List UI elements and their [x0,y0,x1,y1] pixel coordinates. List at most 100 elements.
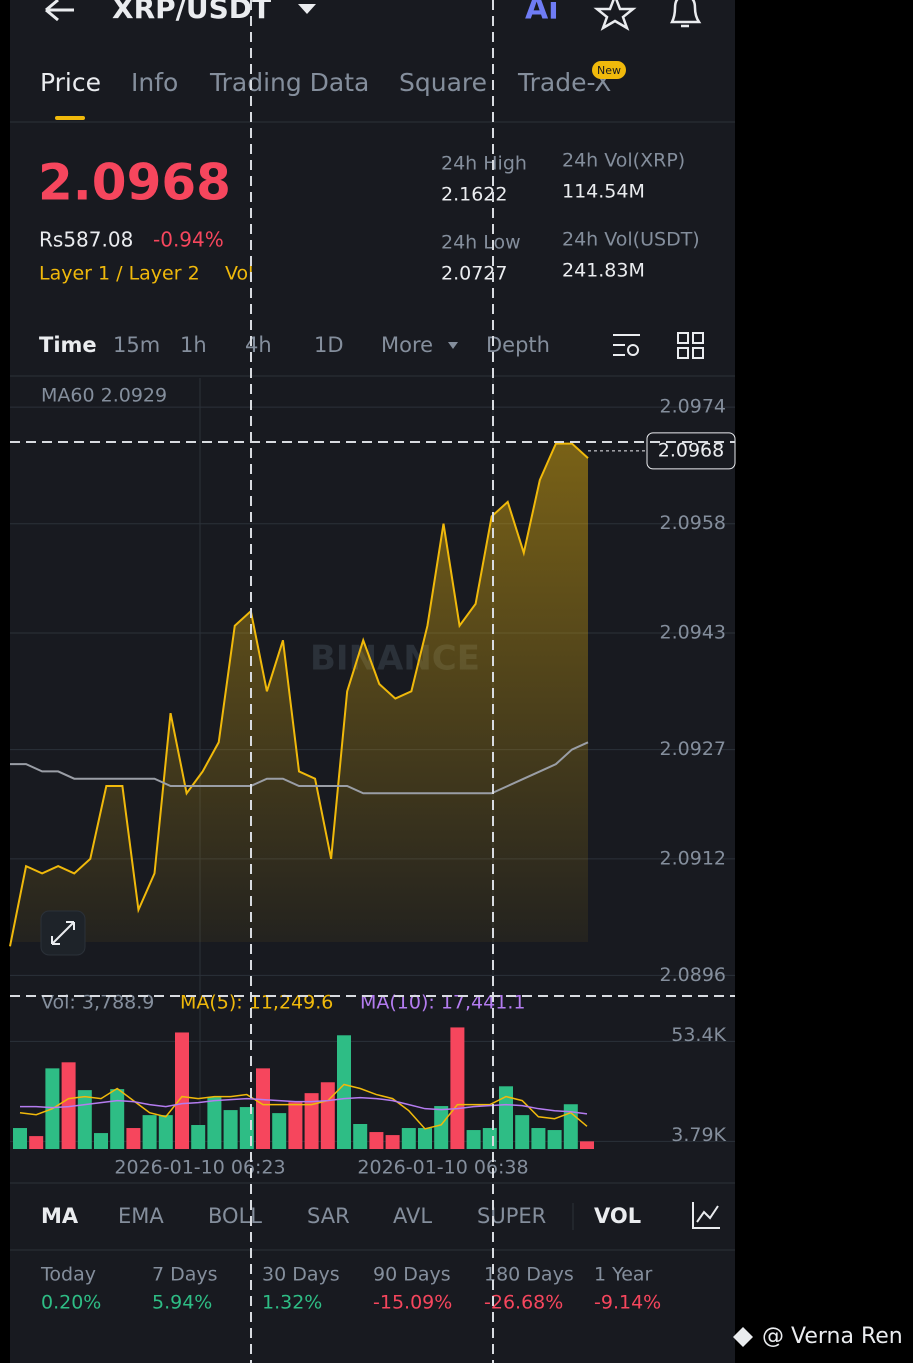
fullscreen-icon [51,921,75,945]
perf-value: -15.09% [373,1292,452,1314]
y-tick-label: 2.0943 [660,622,726,644]
perf-label: 7 Days [152,1264,218,1286]
price-line [9,442,589,947]
volume-bar [142,1115,157,1149]
volume-legend: MA(10): 17,441.1 [360,992,525,1014]
volume-bar [499,1086,513,1149]
y-tick-label: 2.0927 [660,738,726,760]
volume-legend: MA(5): 11,249.6 [180,992,333,1014]
tab[interactable]: Trading Data [209,68,369,97]
interval[interactable]: 4h [245,333,272,357]
layout-icon[interactable] [677,332,704,359]
x-tick-label: 2026-01-10 06:23 [114,1157,285,1179]
y-tick-label: 53.4K [671,1024,726,1046]
perf-value: -26.68% [484,1292,563,1314]
stat-label: 24h High [441,153,527,175]
volume-bar [61,1062,76,1149]
crosshair [10,0,735,1363]
watermark: @ Verna Ren [762,1324,903,1349]
y-tick-label: 2.0958 [660,512,726,534]
volume-bar [191,1125,206,1149]
back-button[interactable] [45,0,74,22]
watermark-logo [733,1327,753,1347]
stat-label: 24h Vol(USDT) [562,229,700,251]
volume-legend: Vol: 3,788.9 [41,992,154,1014]
volume-bar [385,1135,400,1149]
volume-bar [272,1113,287,1149]
volume-bar [369,1132,384,1149]
stat-value: 2.0727 [441,263,507,285]
interval[interactable]: 1h [180,333,207,357]
perf-label: 90 Days [373,1264,451,1286]
perf-value: 5.94% [152,1292,212,1314]
volume-bar [175,1032,189,1149]
volume-bar [353,1124,368,1149]
perf-label: 1 Year [594,1264,653,1286]
volume-bar [94,1133,108,1149]
ai-icon[interactable]: Ai [525,0,559,27]
last-price: 2.0968 [38,154,231,212]
interval[interactable]: Time [39,333,97,357]
stat-value: 2.1622 [441,184,507,206]
volume-bar [482,1128,497,1149]
volume-bar [434,1106,449,1149]
price-area [10,443,588,947]
stat-value: 241.83M [562,260,645,282]
indicator-tab[interactable]: BOLL [208,1204,262,1228]
tags[interactable]: Layer 1 / Layer 2 [39,263,200,285]
indicator-tab[interactable]: VOL [594,1204,641,1228]
fiat-price: Rs587.08 [39,228,133,252]
stat-label: 24h Low [441,232,521,254]
volume-bar [418,1128,432,1149]
perf-label: Today [40,1264,96,1286]
interval[interactable]: More [381,333,433,357]
y-tick-label: 2.0974 [660,396,726,418]
new-badge: New [597,64,621,77]
current-price-label: 2.0968 [658,439,724,461]
volume-bar [110,1089,125,1149]
volume-bar [320,1082,335,1149]
volume-bar [304,1093,319,1149]
tab[interactable]: Info [131,68,178,97]
indicator-tab[interactable]: EMA [118,1204,164,1228]
volume-bar [401,1128,416,1149]
perf-value: 0.20% [41,1292,101,1314]
indicator-tab[interactable]: SUPER [477,1204,546,1228]
settings-icon[interactable] [613,334,640,356]
interval[interactable]: 15m [113,333,160,357]
alert-icon[interactable] [669,0,702,28]
pair-title[interactable]: XRP/USDT [112,0,271,25]
y-tick-label: 2.0896 [660,964,726,986]
interval[interactable]: Depth [486,333,550,357]
indicator-tab[interactable]: AVL [393,1204,432,1228]
chart-settings-icon[interactable] [692,1202,720,1229]
interval[interactable]: 1D [314,333,344,357]
tab-indicator [55,116,85,120]
perf-label: 180 Days [484,1264,574,1286]
tab[interactable]: Price [40,68,101,97]
favorite-icon[interactable] [593,0,637,31]
volume-bar [77,1090,92,1149]
indicator-tab[interactable]: MA [41,1204,79,1228]
volume-bar [580,1141,594,1149]
tab[interactable]: Square [399,68,487,97]
dropdown-icon[interactable] [298,4,316,14]
volume-bar [466,1130,481,1149]
ma60-line [10,741,589,795]
volume-bar [158,1115,173,1149]
volume-bar [547,1130,562,1149]
stat-value: 114.54M [562,181,645,203]
y-tick-label: 3.79K [671,1124,726,1146]
indicator-tab[interactable]: SAR [307,1204,350,1228]
volume-bar [207,1097,222,1149]
volume-bar [337,1035,351,1149]
perf-label: 30 Days [262,1264,340,1286]
stat-label: 24h Vol(XRP) [562,150,685,172]
new-badge-bg [592,61,626,79]
tag-vol[interactable]: Vol [225,263,253,285]
volume-ma-line [19,1083,588,1130]
perf-value: 1.32% [262,1292,322,1314]
volume-bar [450,1027,465,1149]
volume-bar [126,1128,141,1149]
